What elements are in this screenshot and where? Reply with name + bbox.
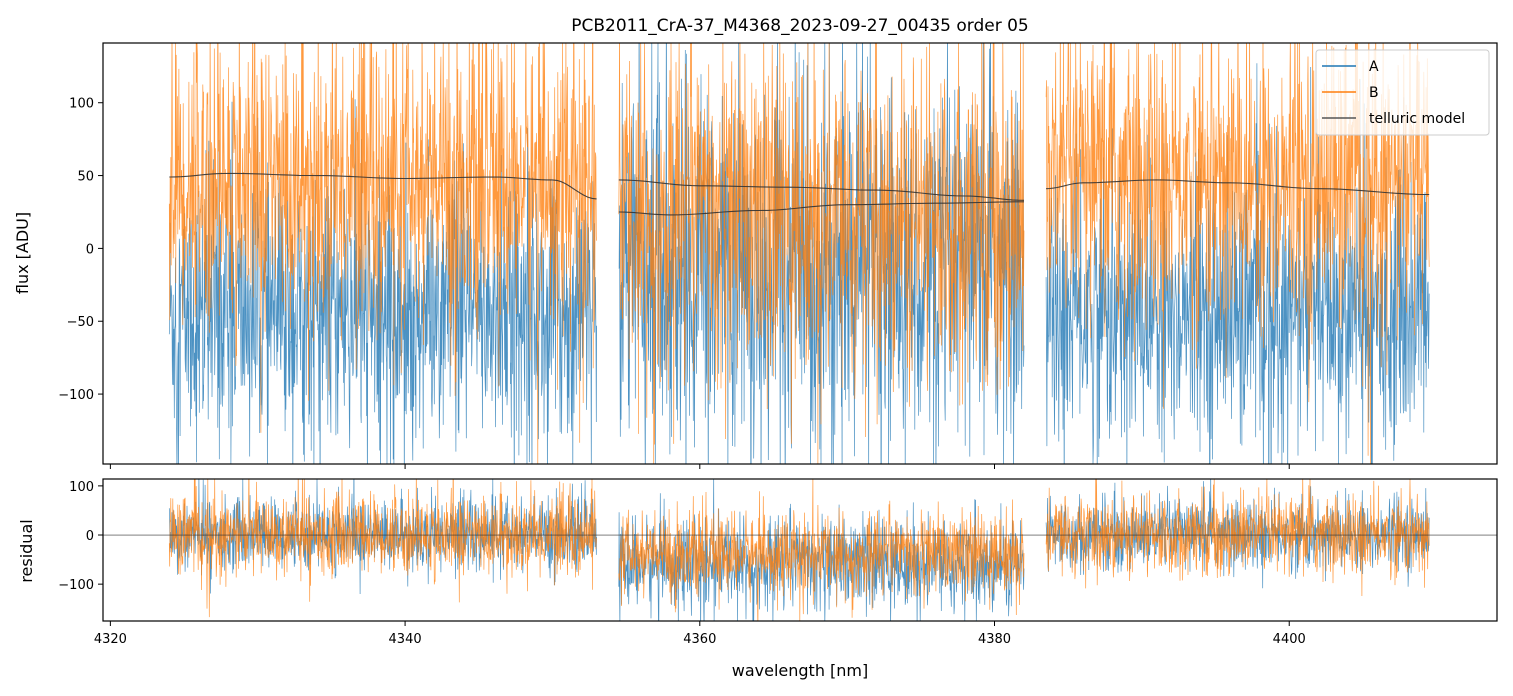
y-tick-label: 100 (69, 97, 94, 112)
residual-y-label: residual (17, 519, 36, 582)
x-tick-label: 4340 (389, 632, 422, 647)
series-b-segment-1 (168, 479, 597, 618)
series-b-segment-2 (618, 43, 1025, 464)
residual-axes-frame (102, 478, 1498, 622)
legend-label-b: B (1369, 85, 1379, 101)
flux-plot-area (168, 43, 1430, 464)
legend-box (1315, 49, 1490, 136)
series-a-segment-3 (1045, 63, 1430, 464)
chart-title: PCB2011_CrA-37_M4368_2023-09-27_00435 or… (571, 16, 1029, 36)
series-a-segment-1 (168, 479, 597, 595)
series-b-segment-3 (1045, 43, 1430, 464)
telluric-model-line-3 (618, 201, 1024, 216)
series-a-segment-1 (168, 99, 597, 464)
series-b-segment-1 (168, 43, 597, 464)
legend-label-telluric: telluric model (1369, 111, 1465, 127)
y-tick-label: 0 (86, 242, 94, 257)
series-b-segment-3 (1045, 479, 1430, 597)
telluric-model-line-4 (1046, 179, 1430, 196)
residual-plot-area (103, 479, 1497, 621)
y-tick-label: 100 (69, 480, 94, 495)
y-tick-label: −100 (58, 578, 94, 593)
flux-y-label: flux [ADU] (13, 212, 32, 294)
x-tick-label: 4320 (94, 632, 127, 647)
series-b-segment-2 (618, 479, 1025, 621)
telluric-model-line-2 (618, 179, 1025, 201)
legend: A B telluric model (1315, 49, 1490, 136)
legend-label-a: A (1369, 59, 1379, 75)
y-tick-label: 0 (86, 529, 94, 544)
telluric-model-line-1 (169, 172, 597, 200)
x-axis-label: wavelength [nm] (732, 661, 869, 680)
flux-axes-frame (102, 42, 1498, 465)
x-tick-label: 4360 (683, 632, 716, 647)
y-tick-label: −100 (58, 388, 94, 403)
x-tick-label: 4400 (1273, 632, 1306, 647)
y-tick-label: −50 (67, 315, 94, 330)
y-tick-label: 50 (77, 170, 94, 185)
x-tick-label: 4380 (978, 632, 1011, 647)
